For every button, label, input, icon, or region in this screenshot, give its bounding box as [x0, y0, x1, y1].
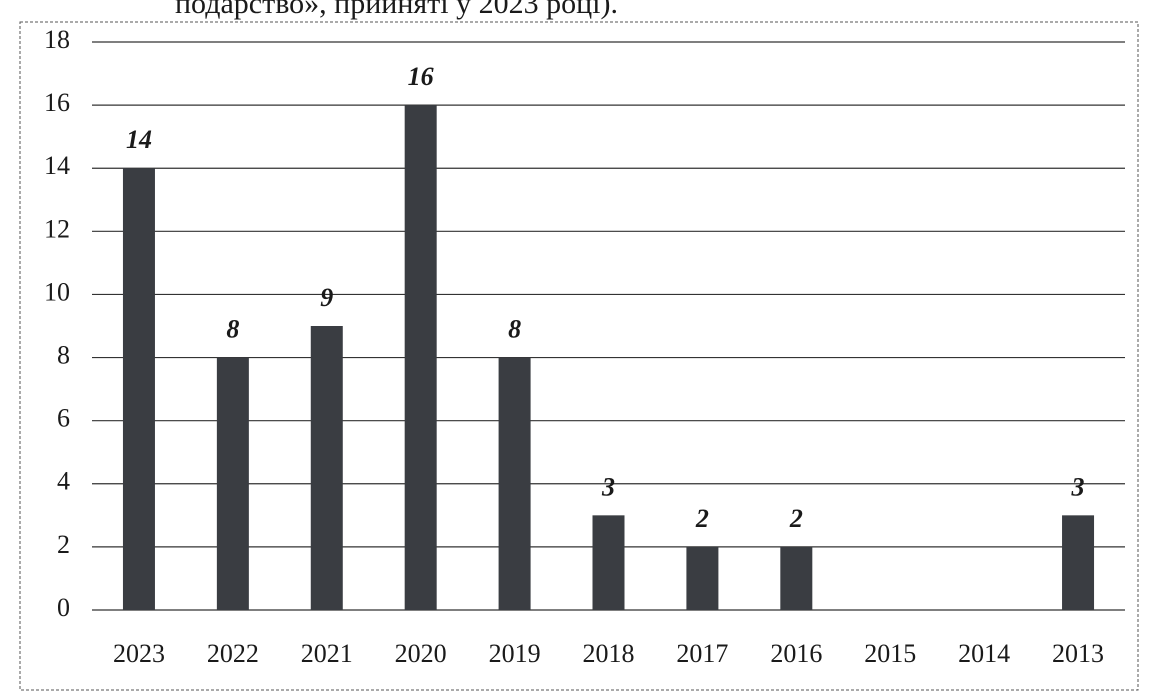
x-tick-label: 2023 — [113, 639, 165, 668]
caption: подарство», прийняті у 2023 році). — [175, 0, 618, 20]
x-tick-label: 2015 — [864, 639, 916, 668]
bar — [592, 515, 625, 610]
y-tick-label: 0 — [57, 593, 70, 622]
x-tick-label: 2019 — [489, 639, 541, 668]
bar — [1062, 515, 1095, 610]
x-tick-label: 2014 — [958, 639, 1010, 668]
y-tick-label: 18 — [44, 25, 70, 54]
x-tick-label: 2020 — [395, 639, 447, 668]
y-tick-label: 2 — [57, 530, 70, 559]
y-tick-label: 8 — [57, 341, 70, 370]
value-label: 8 — [226, 315, 239, 344]
y-tick-label: 6 — [57, 404, 70, 433]
chart-frame — [19, 21, 1139, 691]
x-tick-label: 2017 — [676, 639, 728, 668]
y-tick-label: 4 — [57, 467, 70, 496]
y-tick-label: 14 — [44, 151, 70, 180]
value-label: 3 — [1071, 472, 1085, 501]
bar — [122, 168, 155, 610]
bar — [780, 546, 813, 610]
value-label: 8 — [508, 315, 521, 344]
x-tick-label: 2022 — [207, 639, 259, 668]
y-tick-label: 16 — [44, 88, 70, 117]
y-tick-label: 12 — [44, 214, 70, 243]
x-tick-label: 2021 — [301, 639, 353, 668]
value-label: 9 — [320, 283, 333, 312]
value-label: 14 — [126, 125, 152, 154]
bar — [310, 326, 343, 610]
bar — [216, 357, 249, 610]
bar — [686, 546, 719, 610]
value-label: 2 — [789, 504, 803, 533]
bar — [498, 357, 531, 610]
y-tick-label: 10 — [44, 277, 70, 306]
value-label: 16 — [408, 62, 434, 91]
value-label: 2 — [695, 504, 709, 533]
bar — [404, 105, 437, 610]
x-tick-label: 2018 — [583, 639, 635, 668]
x-tick-label: 2013 — [1052, 639, 1104, 668]
x-tick-label: 2016 — [770, 639, 822, 668]
value-label: 3 — [601, 472, 615, 501]
